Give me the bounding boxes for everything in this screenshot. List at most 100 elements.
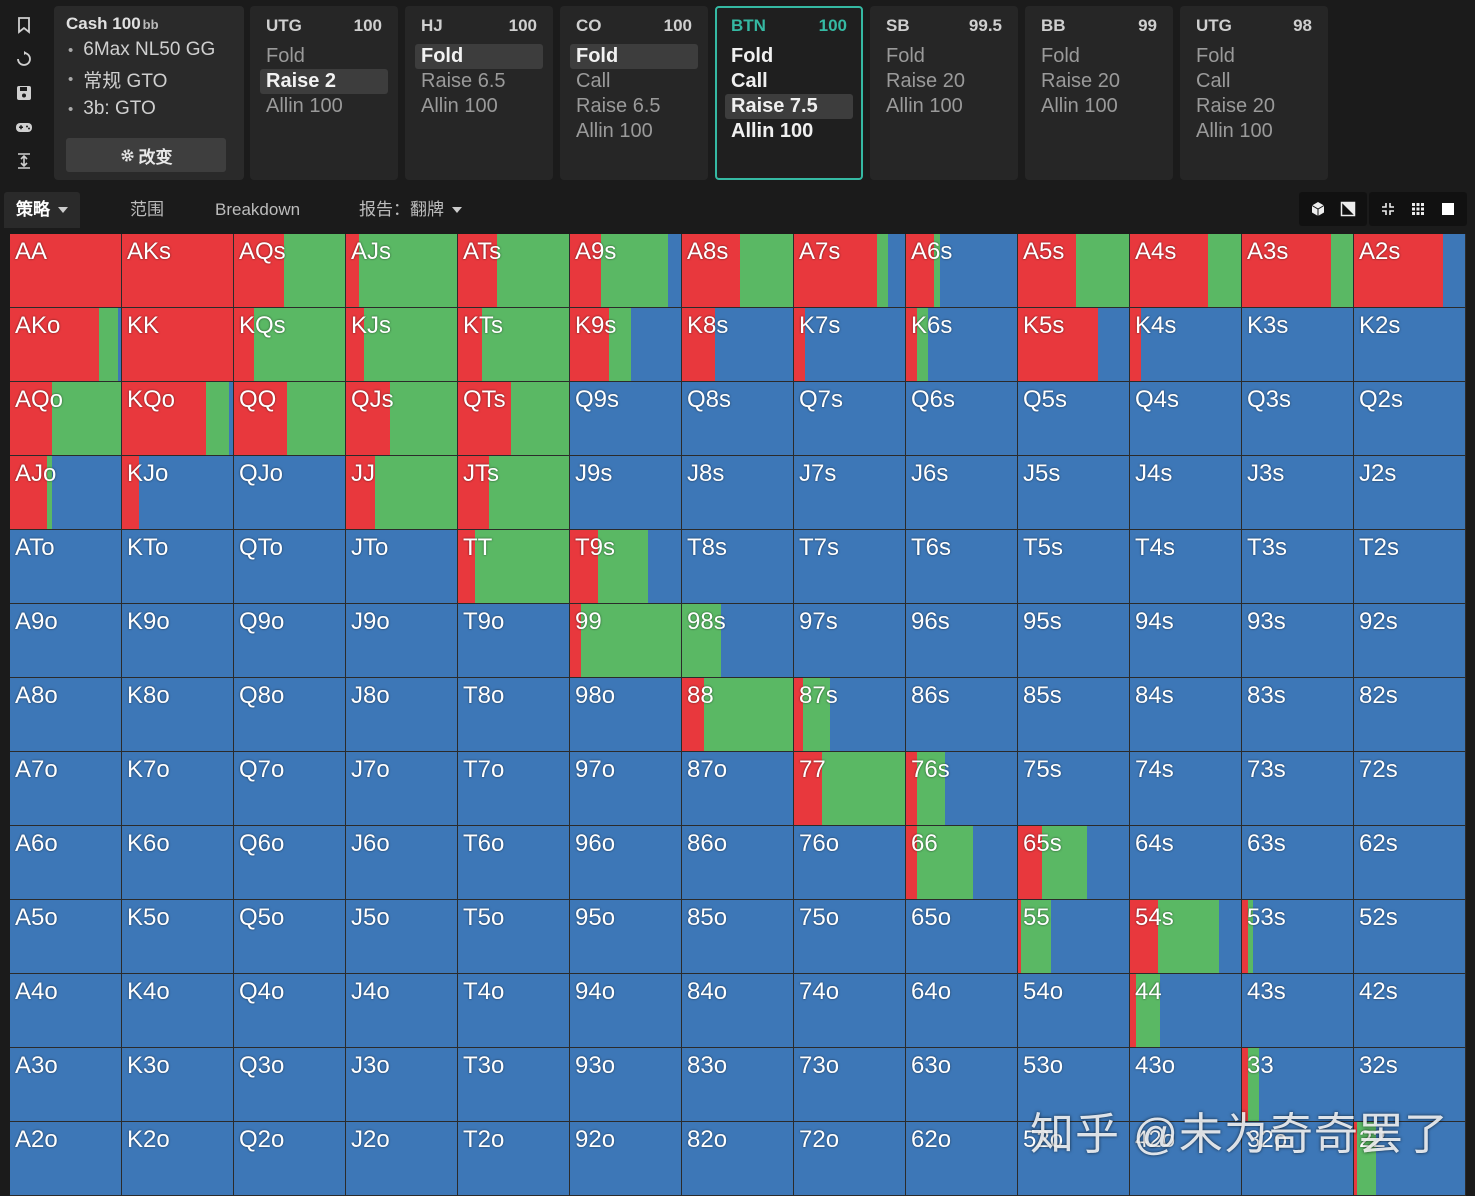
hand-cell[interactable]: 95s: [1018, 604, 1130, 678]
action-option[interactable]: Allin 100: [266, 95, 343, 117]
cube-icon[interactable]: [1303, 194, 1333, 224]
hand-cell[interactable]: 76s: [906, 752, 1018, 826]
hand-cell[interactable]: 42o: [1130, 1122, 1242, 1196]
hand-cell[interactable]: K2o: [122, 1122, 234, 1196]
hand-cell[interactable]: Q9o: [234, 604, 346, 678]
hand-cell[interactable]: J7s: [794, 456, 906, 530]
hand-cell[interactable]: TT: [458, 530, 570, 604]
action-option[interactable]: Raise 6.5: [421, 70, 506, 92]
hand-cell[interactable]: 65o: [906, 900, 1018, 974]
hand-cell[interactable]: QQ: [234, 382, 346, 456]
position-card-co[interactable]: CO 100 Fold Call Raise 6.5 Allin 100: [560, 6, 708, 180]
hand-cell[interactable]: 75s: [1018, 752, 1130, 826]
gamepad-icon[interactable]: [12, 114, 36, 140]
hand-cell[interactable]: K7o: [122, 752, 234, 826]
hand-cell[interactable]: 64s: [1130, 826, 1242, 900]
hand-cell[interactable]: 54s: [1130, 900, 1242, 974]
hand-cell[interactable]: KTo: [122, 530, 234, 604]
hand-cell[interactable]: K8o: [122, 678, 234, 752]
hand-cell[interactable]: A7s: [794, 234, 906, 308]
hand-cell[interactable]: A5o: [10, 900, 122, 974]
hand-cell[interactable]: T7o: [458, 752, 570, 826]
hand-cell[interactable]: KJo: [122, 456, 234, 530]
hand-cell[interactable]: T9s: [570, 530, 682, 604]
hand-cell[interactable]: 62o: [906, 1122, 1018, 1196]
hand-cell[interactable]: K2s: [1354, 308, 1466, 382]
hand-cell[interactable]: 43s: [1242, 974, 1354, 1048]
hand-cell[interactable]: K9s: [570, 308, 682, 382]
hand-cell[interactable]: AKo: [10, 308, 122, 382]
hand-cell[interactable]: 75o: [794, 900, 906, 974]
action-option[interactable]: Raise 7.5: [725, 94, 853, 119]
hand-cell[interactable]: 73o: [794, 1048, 906, 1122]
hand-cell[interactable]: 92o: [570, 1122, 682, 1196]
hand-cell[interactable]: K4s: [1130, 308, 1242, 382]
hand-cell[interactable]: 94s: [1130, 604, 1242, 678]
action-option[interactable]: Fold: [1196, 45, 1235, 67]
hand-cell[interactable]: 32s: [1354, 1048, 1466, 1122]
hand-cell[interactable]: 97o: [570, 752, 682, 826]
action-option[interactable]: Raise 20: [886, 70, 965, 92]
hand-cell[interactable]: T9o: [458, 604, 570, 678]
hand-cell[interactable]: AJo: [10, 456, 122, 530]
hand-cell[interactable]: KQo: [122, 382, 234, 456]
hand-cell[interactable]: T2o: [458, 1122, 570, 1196]
change-button[interactable]: 改变: [66, 138, 226, 172]
hand-cell[interactable]: 44: [1130, 974, 1242, 1048]
hand-cell[interactable]: J8s: [682, 456, 794, 530]
hand-cell[interactable]: KTs: [458, 308, 570, 382]
action-option[interactable]: Fold: [266, 45, 305, 67]
hand-cell[interactable]: T8s: [682, 530, 794, 604]
hand-cell[interactable]: K3s: [1242, 308, 1354, 382]
hand-cell[interactable]: 84o: [682, 974, 794, 1048]
hand-cell[interactable]: 98o: [570, 678, 682, 752]
hand-cell[interactable]: AKs: [122, 234, 234, 308]
hand-cell[interactable]: 85o: [682, 900, 794, 974]
hand-cell[interactable]: 66: [906, 826, 1018, 900]
action-option[interactable]: Fold: [886, 45, 925, 67]
hand-cell[interactable]: 95o: [570, 900, 682, 974]
hand-cell[interactable]: T3o: [458, 1048, 570, 1122]
hand-cell[interactable]: A6s: [906, 234, 1018, 308]
hand-cell[interactable]: JTo: [346, 530, 458, 604]
hand-cell[interactable]: J8o: [346, 678, 458, 752]
hand-cell[interactable]: 73s: [1242, 752, 1354, 826]
hand-cell[interactable]: Q3o: [234, 1048, 346, 1122]
tab-breakdown[interactable]: Breakdown: [215, 192, 300, 228]
hand-cell[interactable]: 97s: [794, 604, 906, 678]
expand-vertical-icon[interactable]: [12, 148, 36, 174]
hand-cell[interactable]: Q8s: [682, 382, 794, 456]
hand-cell[interactable]: 53o: [1018, 1048, 1130, 1122]
action-option[interactable]: Allin 100: [1196, 120, 1273, 142]
hand-cell[interactable]: 82s: [1354, 678, 1466, 752]
history-icon[interactable]: [12, 46, 36, 72]
hand-cell[interactable]: 52s: [1354, 900, 1466, 974]
hand-cell[interactable]: QJo: [234, 456, 346, 530]
hand-cell[interactable]: 87o: [682, 752, 794, 826]
hand-cell[interactable]: 96s: [906, 604, 1018, 678]
hand-cell[interactable]: 99: [570, 604, 682, 678]
hand-cell[interactable]: J2o: [346, 1122, 458, 1196]
hand-cell[interactable]: KQs: [234, 308, 346, 382]
action-option[interactable]: Fold: [415, 44, 543, 69]
hand-cell[interactable]: T5o: [458, 900, 570, 974]
hand-cell[interactable]: T6s: [906, 530, 1018, 604]
hand-cell[interactable]: Q5o: [234, 900, 346, 974]
position-card-bb[interactable]: BB 99 Fold Raise 20 Allin 100: [1025, 6, 1173, 180]
hand-cell[interactable]: 86s: [906, 678, 1018, 752]
position-card-utg[interactable]: UTG 100 Fold Raise 2 Allin 100: [250, 6, 398, 180]
hand-cell[interactable]: A4s: [1130, 234, 1242, 308]
hand-cell[interactable]: T4s: [1130, 530, 1242, 604]
hand-cell[interactable]: 32o: [1242, 1122, 1354, 1196]
hand-cell[interactable]: A4o: [10, 974, 122, 1048]
hand-cell[interactable]: Q4o: [234, 974, 346, 1048]
hand-cell[interactable]: A8s: [682, 234, 794, 308]
tab-range[interactable]: 范围: [130, 192, 164, 228]
hand-cell[interactable]: 54o: [1018, 974, 1130, 1048]
hand-cell[interactable]: K6o: [122, 826, 234, 900]
hand-cell[interactable]: J6s: [906, 456, 1018, 530]
action-option[interactable]: Raise 20: [1196, 95, 1275, 117]
hand-cell[interactable]: J4o: [346, 974, 458, 1048]
hand-cell[interactable]: 22: [1354, 1122, 1466, 1196]
hand-cell[interactable]: T7s: [794, 530, 906, 604]
